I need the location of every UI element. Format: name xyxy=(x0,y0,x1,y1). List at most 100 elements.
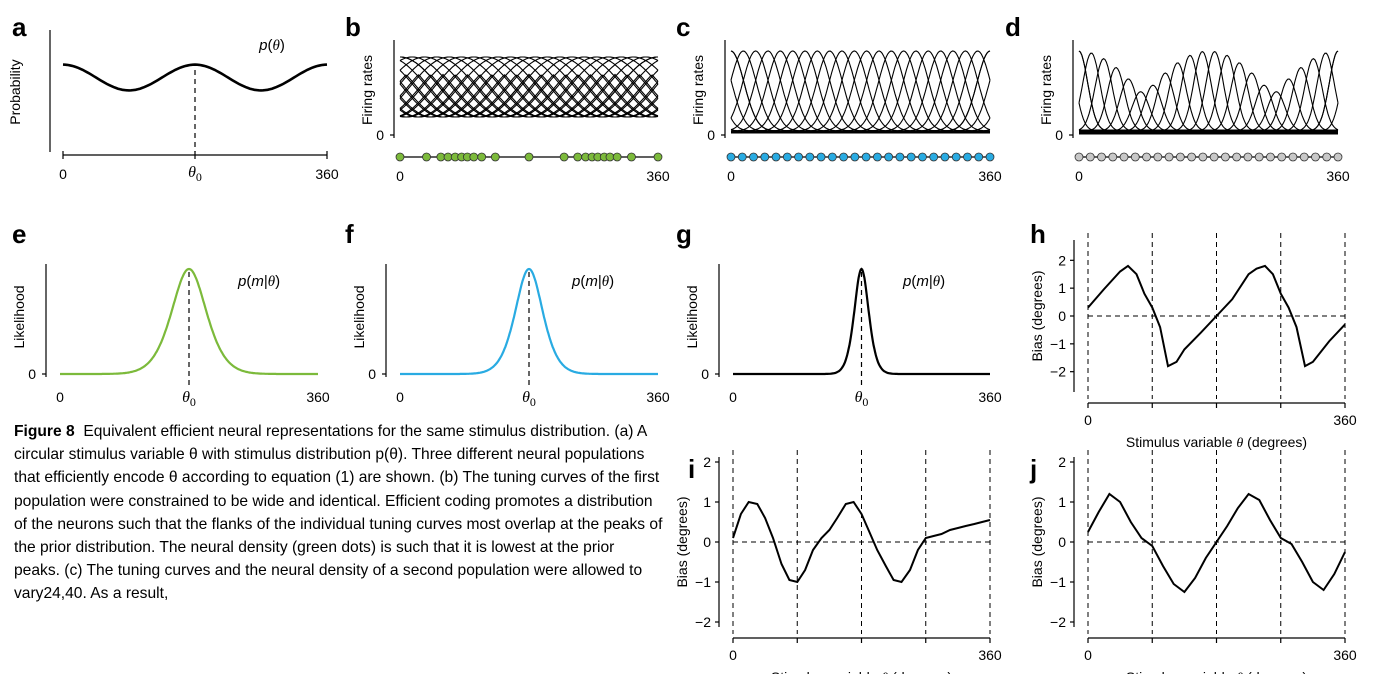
panel-b-neuron-dot xyxy=(559,152,569,162)
panel-letter-j: j xyxy=(1029,454,1037,484)
panel-d-neuron-dot xyxy=(1187,152,1197,162)
panel-d-neuron-dot xyxy=(1175,152,1185,162)
panel-c-tuning-curve xyxy=(731,50,990,132)
panel-a-ylabel: Probability xyxy=(7,59,23,124)
panel-d-neuron-dot xyxy=(1130,152,1140,162)
panel-c-tuning-curve xyxy=(730,50,991,132)
panel-c-tuning-curve xyxy=(731,50,990,132)
panel-b-xtick-0: 0 xyxy=(396,168,404,184)
panel-c-tuning-curve xyxy=(731,50,991,132)
panel-d-neuron-dot xyxy=(1097,152,1106,162)
panel-e-likelihood-curve xyxy=(60,267,318,376)
panel-c-neuron-dot xyxy=(805,152,815,162)
panel-h-ytick-label: −1 xyxy=(1050,336,1066,352)
panel-c-neuron-dot xyxy=(782,152,792,162)
panel-d-tuning-curve xyxy=(1079,50,1338,132)
panel-e-ytick-0: 0 xyxy=(28,366,36,382)
panel-c-neuron-dot xyxy=(963,152,972,162)
panel-d-tuning-curve xyxy=(1079,62,1338,132)
panel-i-ytick-label: 2 xyxy=(703,454,711,470)
panel-i-bias-curve xyxy=(732,500,991,584)
panel-b-neuron-dot xyxy=(524,152,534,162)
caption-text: (a) A circular stimulus variable θ with … xyxy=(14,423,663,603)
panel-a-theta0-label: θ0 xyxy=(188,164,202,184)
panel-c-neuron-dot xyxy=(906,152,916,162)
panel-b-ytick-0: 0 xyxy=(376,127,384,143)
panel-d-neuron-dot xyxy=(1220,152,1230,162)
panel-a-xtick-0: 0 xyxy=(59,166,67,182)
panel-d-neuron-dot xyxy=(1085,152,1095,162)
panel-h-xtick-360: 360 xyxy=(1333,412,1357,428)
panel-c-ylabel: Firing rates xyxy=(690,55,706,125)
panel-h-xlabel: Stimulus variable θ (degrees) xyxy=(1126,434,1307,451)
panel-letter-a: a xyxy=(12,12,27,42)
panel-c-tuning-curve xyxy=(730,50,991,132)
panel-i-xtick-360: 360 xyxy=(978,647,1002,663)
panel-letter-i: i xyxy=(688,454,695,484)
panel-c-tuning-curve xyxy=(731,50,990,132)
panel-c-neuron-dot xyxy=(794,152,803,162)
panel-c-tuning-curve xyxy=(731,50,990,132)
panel-c-neuron-dot xyxy=(985,152,995,162)
panel-c-ytick-0: 0 xyxy=(707,127,715,143)
panel-g-xtick-360: 360 xyxy=(978,389,1002,405)
panel-f-xtick-360: 360 xyxy=(646,389,670,405)
panel-d-tuning-curve xyxy=(1078,52,1339,132)
panel-c-tuning-curve xyxy=(731,50,990,132)
panel-b-neuron-dot xyxy=(395,152,405,162)
panel-d-neuron-dot xyxy=(1299,152,1309,162)
panel-c-neuron-dot xyxy=(737,152,747,162)
panel-d-tuning-curve xyxy=(1079,50,1338,132)
panel-c-neuron-dot xyxy=(951,152,961,162)
panel-d-neuron-dot xyxy=(1254,152,1264,162)
panel-d-neuron-dot xyxy=(1288,152,1298,162)
panel-letter-d: d xyxy=(1005,12,1021,42)
panel-e-ylabel: Likelihood xyxy=(11,285,27,348)
panel-d-neuron-dot xyxy=(1119,152,1129,162)
panel-i-ytick-label: 0 xyxy=(703,534,711,550)
panel-c-neuron-dot xyxy=(895,152,905,162)
panel-j-bias-curve xyxy=(1087,492,1346,594)
panel-c-neuron-dot xyxy=(940,152,950,162)
panel-c-neuron-dot xyxy=(850,152,860,162)
panel-b-tuning-curve xyxy=(400,56,658,118)
panel-d-neuron-dot xyxy=(1209,152,1219,162)
panel-d-neuron-dot xyxy=(1164,152,1174,162)
panel-g-ytick-0: 0 xyxy=(701,366,709,382)
panel-d-tuning-curve xyxy=(1078,50,1339,132)
panel-d-tuning-curve xyxy=(1078,50,1339,132)
panel-a-prior-curve xyxy=(62,63,328,92)
panel-f-theta0-label: θ0 xyxy=(522,389,536,409)
panel-d-neuron-dot xyxy=(1142,152,1151,162)
panel-d-neuron-dot xyxy=(1322,152,1332,162)
panel-j-ytick-label: 0 xyxy=(1058,534,1066,550)
panel-b-neuron-dot xyxy=(469,152,479,162)
panel-j-ytick-label: −2 xyxy=(1050,614,1066,630)
panel-d-xtick-360: 360 xyxy=(1326,168,1350,184)
panel-b-tuning-curve xyxy=(399,56,659,118)
panel-c-neuron-dot xyxy=(726,152,736,162)
panel-i-xtick-0: 0 xyxy=(729,647,737,663)
panel-d-ylabel: Firing rates xyxy=(1038,55,1054,125)
panel-c-neuron-dot xyxy=(872,152,882,162)
panel-letter-c: c xyxy=(676,12,690,42)
panel-e-xtick-360: 360 xyxy=(306,389,330,405)
panel-c-neuron-dot xyxy=(749,152,758,162)
panel-c-tuning-curve xyxy=(730,50,991,132)
panel-i-xlabel: Stimulus variable θ (degrees) xyxy=(771,669,952,674)
panel-c-tuning-curve xyxy=(731,50,990,132)
panel-d-tuning-curve xyxy=(1078,52,1339,132)
panel-c-neuron-dot xyxy=(760,152,770,162)
panel-c-xtick-0: 0 xyxy=(727,168,735,184)
panel-d-neuron-dot xyxy=(1108,152,1118,162)
panel-b-neuron-dot xyxy=(490,152,500,162)
panel-d-neuron-dot xyxy=(1074,152,1084,162)
panel-j-ylabel: Bias (degrees) xyxy=(1029,496,1045,587)
panel-c-tuning-curve xyxy=(731,50,990,132)
panel-g-ylabel: Likelihood xyxy=(684,285,700,348)
panel-h-ylabel: Bias (degrees) xyxy=(1029,270,1045,361)
panel-e-theta0-label: θ0 xyxy=(182,389,196,409)
panel-b-tuning-curve xyxy=(399,56,659,118)
panel-e-xtick-0: 0 xyxy=(56,389,64,405)
